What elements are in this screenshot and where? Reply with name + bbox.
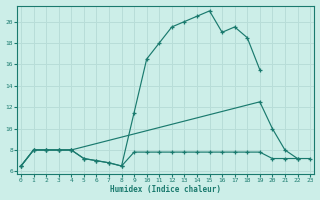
X-axis label: Humidex (Indice chaleur): Humidex (Indice chaleur) xyxy=(110,185,221,194)
